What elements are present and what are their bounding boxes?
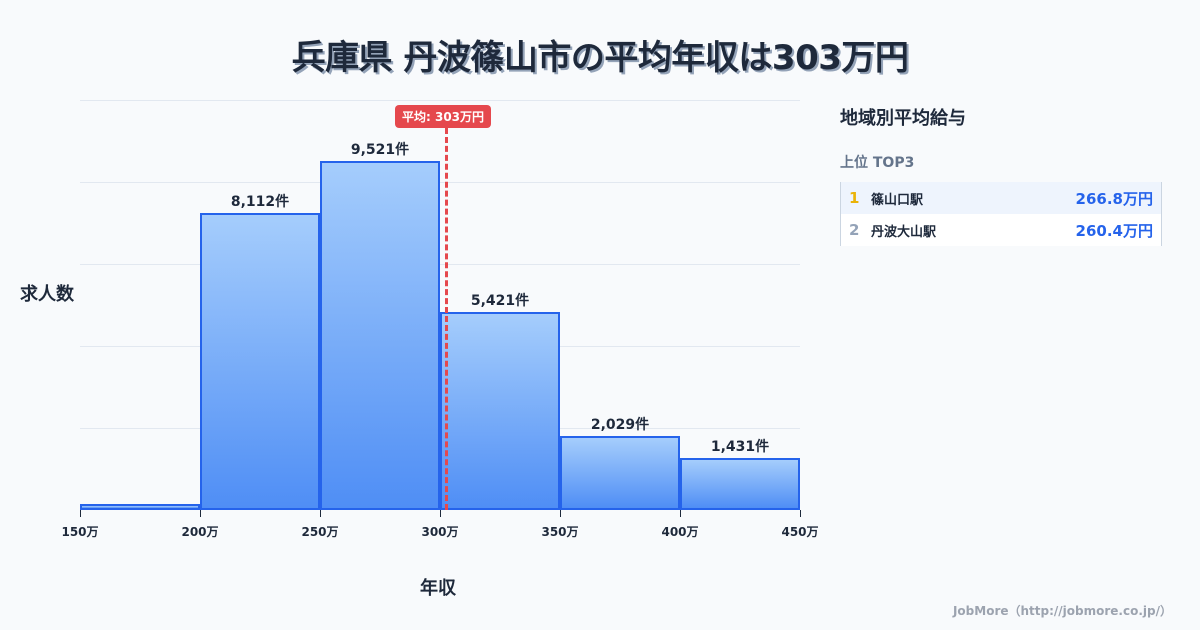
bar-value-label: 8,112件 — [230, 194, 290, 210]
histogram-bar — [80, 504, 200, 510]
gridline — [80, 264, 800, 265]
bar-value-label: 5,421件 — [470, 293, 530, 309]
salary-value: 260.4万円 — [1075, 221, 1153, 240]
bar-value-label: 1,431件 — [710, 439, 770, 455]
y-axis-label: 求人数 — [20, 284, 74, 305]
x-tick — [560, 510, 561, 517]
list-item: 1 篠山口駅 266.8万円 — [841, 182, 1161, 214]
x-axis-label: 年収 — [420, 578, 456, 599]
x-tick-label: 250万 — [301, 525, 339, 539]
histogram-chart: 8,112件 9,521件 5,421件 2,029件 1,431件 150万 200万 2… — [20, 100, 819, 599]
panel-title: 地域別平均給与 — [840, 108, 966, 129]
x-tick — [680, 510, 681, 517]
x-tick — [200, 510, 201, 517]
ranking-list: 1 篠山口駅 266.8万円 2 丹波大山駅 260.4万円 — [840, 182, 1162, 246]
x-tick-label: 450万 — [781, 525, 819, 539]
regional-salary-panel: 地域別平均給与 上位 TOP3 1 篠山口駅 266.8万円 2 丹波大山駅 2… — [840, 104, 1162, 246]
station-name: 篠山口駅 — [871, 192, 924, 208]
x-tick — [800, 510, 801, 517]
histogram-bar — [200, 213, 320, 510]
station-name: 丹波大山駅 — [871, 224, 937, 240]
salary-value: 266.8万円 — [1075, 189, 1153, 208]
x-tick-label: 300万 — [421, 525, 459, 539]
x-tick-label: 350万 — [541, 525, 579, 539]
list-item: 2 丹波大山駅 260.4万円 — [841, 214, 1161, 246]
histogram-bar — [440, 312, 560, 510]
average-badge: 平均: 303万円 — [395, 105, 492, 128]
bar-value-label: 9,521件 — [350, 142, 410, 158]
gridline — [80, 182, 800, 183]
histogram-bar — [320, 161, 440, 510]
page-title: 兵庫県 丹波篠山市の平均年収は303万円 — [291, 38, 909, 78]
x-tick-label: 200万 — [181, 525, 219, 539]
gridline — [80, 100, 800, 101]
x-tick — [440, 510, 441, 517]
rank-number: 2 — [849, 221, 860, 239]
x-tick-label: 400万 — [661, 525, 699, 539]
histogram-bar — [560, 436, 680, 510]
x-tick — [320, 510, 321, 517]
x-tick-label: 150万 — [61, 525, 99, 539]
bar-value-label: 2,029件 — [590, 417, 650, 433]
panel-subtitle: 上位 TOP3 — [840, 155, 915, 171]
x-tick — [80, 510, 81, 517]
histogram-bar — [680, 458, 800, 510]
footer-credit: JobMore（http://jobmore.co.jp/） — [952, 604, 1172, 618]
average-line — [445, 128, 448, 510]
rank-number: 1 — [849, 189, 860, 207]
